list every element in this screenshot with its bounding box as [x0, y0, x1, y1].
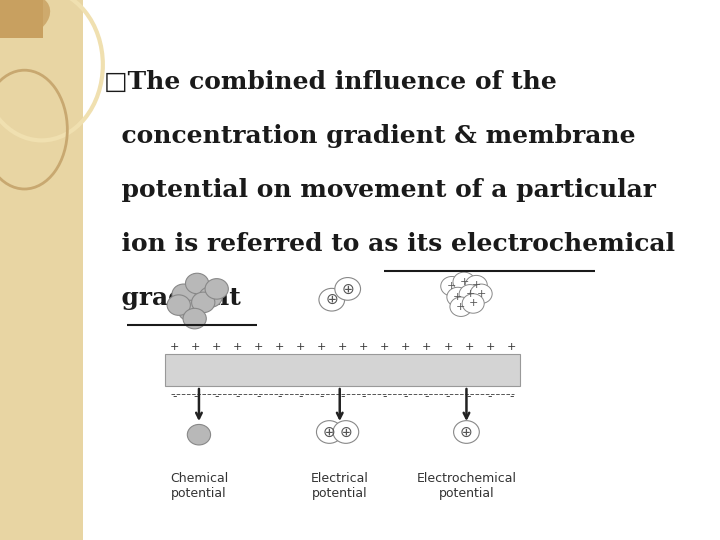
Text: ion is referred to as its electrochemical: ion is referred to as its electrochemica… — [104, 232, 675, 256]
Circle shape — [459, 285, 481, 304]
Text: +: + — [296, 342, 305, 352]
Text: -: - — [193, 390, 198, 403]
Text: potential on movement of a particular: potential on movement of a particular — [104, 178, 656, 202]
Circle shape — [178, 300, 202, 321]
Circle shape — [319, 288, 345, 311]
Circle shape — [470, 284, 492, 303]
Circle shape — [192, 292, 215, 313]
Text: -: - — [277, 390, 282, 403]
Text: -: - — [425, 390, 429, 403]
Circle shape — [183, 308, 207, 329]
Circle shape — [454, 421, 480, 443]
Circle shape — [317, 421, 342, 443]
Text: -: - — [509, 390, 513, 403]
Text: +: + — [444, 342, 453, 352]
Circle shape — [441, 276, 463, 296]
Text: -: - — [404, 390, 408, 403]
Text: -: - — [361, 390, 366, 403]
Text: -: - — [299, 390, 303, 403]
Text: +: + — [317, 342, 326, 352]
Text: +: + — [469, 299, 478, 308]
Text: -: - — [256, 390, 261, 403]
Circle shape — [172, 284, 195, 305]
Text: +: + — [212, 342, 221, 352]
Text: -: - — [172, 390, 176, 403]
Text: -: - — [215, 390, 219, 403]
Circle shape — [447, 287, 469, 307]
Circle shape — [187, 424, 210, 445]
Text: +: + — [233, 342, 242, 352]
Text: +: + — [338, 342, 348, 352]
Circle shape — [335, 278, 361, 300]
Text: ⊕: ⊕ — [325, 292, 338, 307]
Bar — [166, 354, 521, 386]
Text: -: - — [382, 390, 387, 403]
Text: concentration gradient & membrane: concentration gradient & membrane — [104, 124, 636, 148]
Text: -: - — [235, 390, 240, 403]
Text: -: - — [467, 390, 472, 403]
Text: -: - — [320, 390, 324, 403]
Text: +: + — [459, 277, 469, 287]
Circle shape — [333, 421, 359, 443]
Text: +: + — [254, 342, 264, 352]
Text: -: - — [488, 390, 492, 403]
Text: +: + — [453, 292, 462, 302]
Text: +: + — [380, 342, 390, 352]
Text: +: + — [191, 342, 200, 352]
Text: +: + — [170, 342, 179, 352]
Text: Chemical
potential: Chemical potential — [170, 472, 228, 501]
Text: ⊕: ⊕ — [460, 424, 473, 440]
Text: +: + — [447, 281, 456, 291]
Text: +: + — [485, 342, 495, 352]
Text: +: + — [465, 289, 474, 299]
Text: +: + — [456, 302, 466, 312]
Text: Electrical
potential: Electrical potential — [311, 472, 369, 501]
Circle shape — [462, 294, 485, 313]
Text: gradient: gradient — [104, 286, 240, 310]
Ellipse shape — [0, 0, 50, 37]
Text: □The combined influence of the: □The combined influence of the — [104, 70, 557, 94]
Circle shape — [199, 287, 222, 307]
Circle shape — [453, 272, 475, 292]
Text: +: + — [464, 342, 474, 352]
Circle shape — [205, 279, 228, 299]
Text: -: - — [341, 390, 345, 403]
Text: +: + — [401, 342, 410, 352]
Text: +: + — [423, 342, 432, 352]
Text: +: + — [506, 342, 516, 352]
Circle shape — [450, 297, 472, 316]
Text: +: + — [472, 280, 481, 290]
Text: Electrochemical
potential: Electrochemical potential — [416, 472, 516, 501]
Text: +: + — [477, 289, 486, 299]
Circle shape — [186, 273, 209, 294]
Text: ⊕: ⊕ — [340, 424, 352, 440]
Text: ⊕: ⊕ — [341, 281, 354, 296]
Circle shape — [465, 275, 487, 295]
Text: +: + — [275, 342, 284, 352]
Text: -: - — [446, 390, 450, 403]
FancyBboxPatch shape — [0, 0, 83, 540]
Text: +: + — [359, 342, 369, 352]
Circle shape — [167, 295, 190, 315]
FancyBboxPatch shape — [0, 0, 43, 38]
Text: ⊕: ⊕ — [323, 424, 336, 440]
